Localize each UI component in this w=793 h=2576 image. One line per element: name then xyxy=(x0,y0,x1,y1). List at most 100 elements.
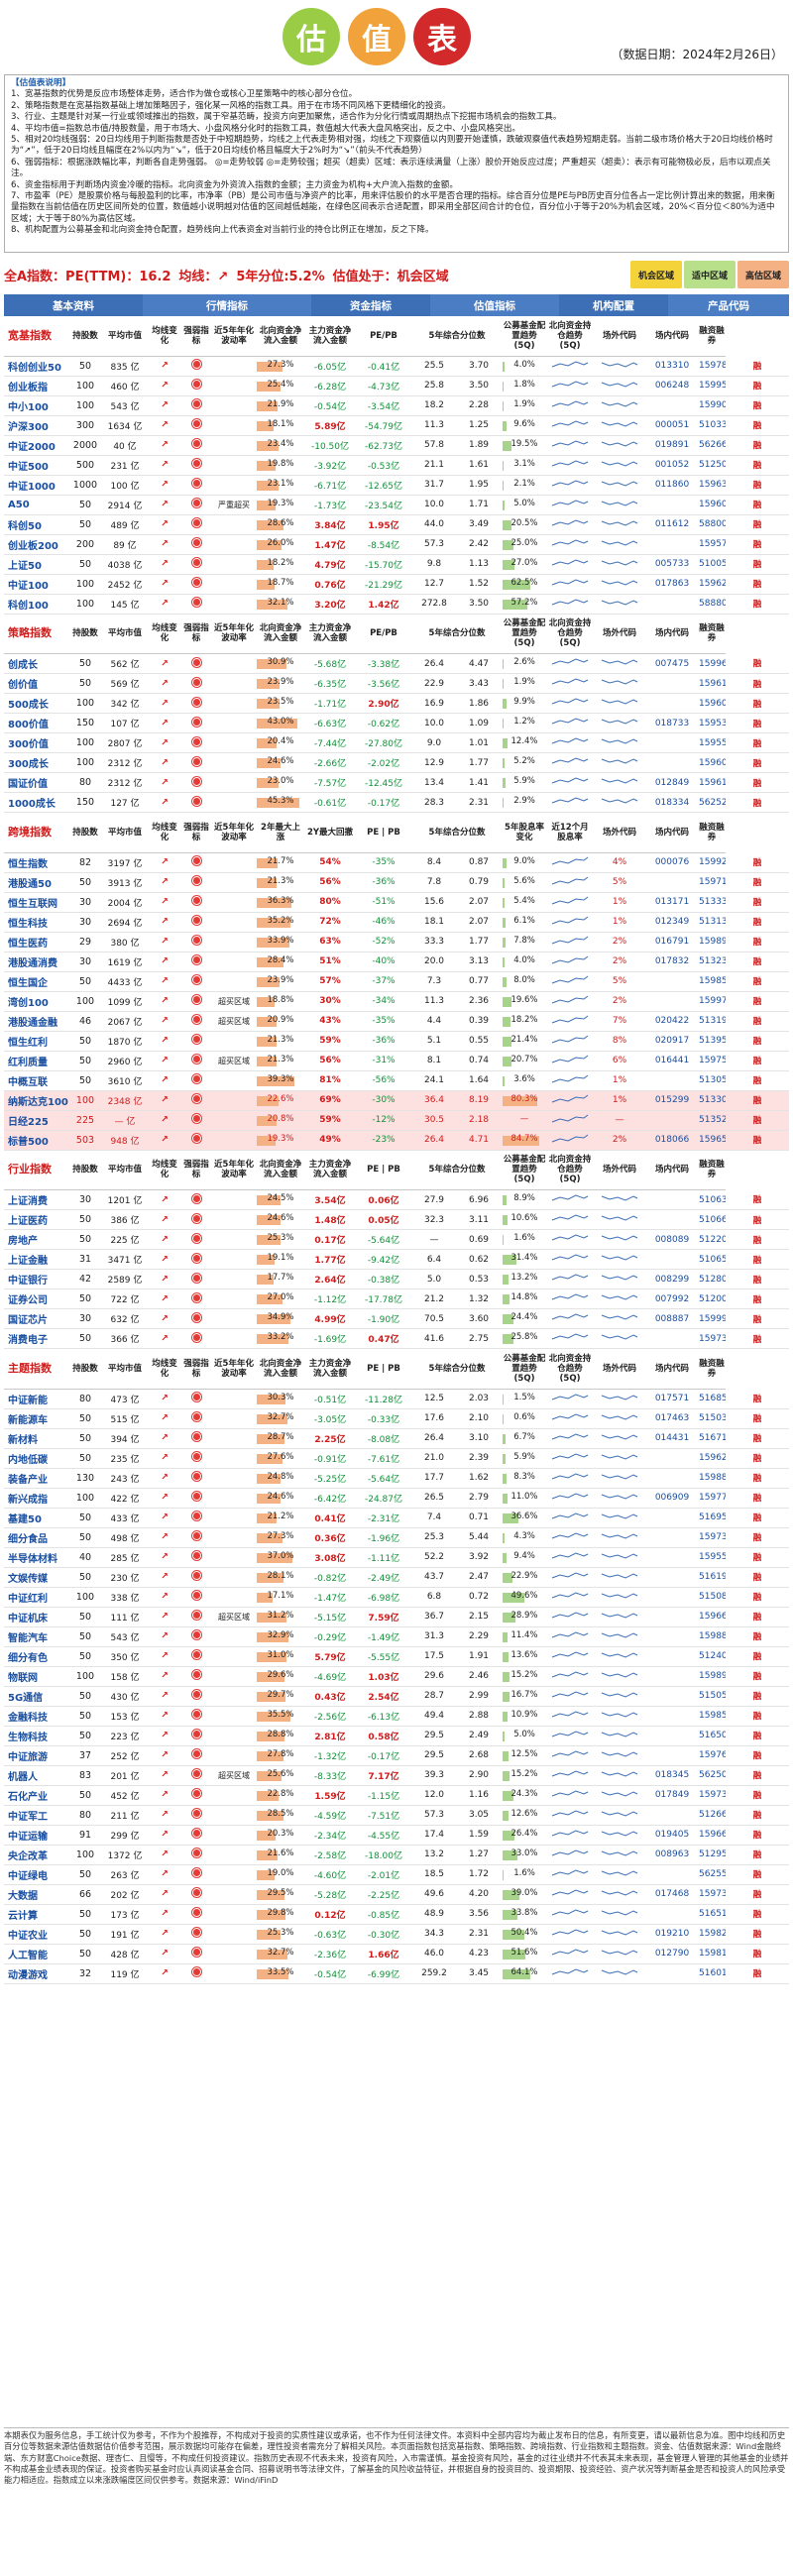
exchange-code[interactable]: 159851 xyxy=(698,1706,727,1727)
index-row[interactable]: 中证军工 80 211 亿 ↗ 28.5% -4.59亿 -7.51亿 57.3 3.05 12.… xyxy=(4,1805,789,1826)
exchange-code[interactable]: 515050 xyxy=(698,1686,727,1707)
exchange-code[interactable]: 159889 xyxy=(698,1626,727,1647)
otc-code[interactable] xyxy=(646,1328,699,1349)
otc-code[interactable] xyxy=(646,1646,699,1667)
otc-code[interactable] xyxy=(646,1607,699,1627)
index-row[interactable]: 新能源车 50 515 亿 ↗ 32.7% -3.05亿 -0.33亿 17.6 2.10 0.6… xyxy=(4,1408,789,1429)
otc-code[interactable] xyxy=(646,693,699,714)
index-row[interactable]: 科创100 100 145 亿 ↗ 32.1% 3.20亿 1.42亿 272.8 3.50 57… xyxy=(4,594,789,615)
otc-code[interactable]: 017463 xyxy=(646,1408,699,1429)
index-name[interactable]: 恒生科技 xyxy=(4,912,69,933)
index-name[interactable]: 中证1000 xyxy=(4,475,69,496)
otc-code[interactable]: 019891 xyxy=(646,435,699,456)
otc-code[interactable] xyxy=(646,1587,699,1608)
otc-code[interactable]: 013171 xyxy=(646,892,699,913)
exchange-code[interactable]: 159606 xyxy=(698,693,727,714)
index-name[interactable]: 消费电子 xyxy=(4,1328,69,1349)
index-row[interactable]: 装备产业 130 243 亿 ↗ 24.8% -5.25亿 -5.64亿 17.7 1.62 8.… xyxy=(4,1468,789,1489)
otc-code[interactable] xyxy=(646,1963,699,1984)
exchange-code[interactable]: 159558 xyxy=(698,1547,727,1568)
otc-code[interactable] xyxy=(646,991,699,1012)
otc-code[interactable] xyxy=(646,1249,699,1270)
index-row[interactable]: 中证运输 91 299 亿 ↗ 20.3% -2.34亿 -4.55亿 17.4 1.59 26.… xyxy=(4,1825,789,1846)
index-name[interactable]: 日经225 xyxy=(4,1110,69,1131)
exchange-code[interactable]: 159825 xyxy=(698,1924,727,1945)
index-row[interactable]: 中证旅游 37 252 亿 ↗ 27.8% -1.32亿 -0.17亿 29.5 2.68 12.… xyxy=(4,1745,789,1766)
exchange-code[interactable]: 159892 xyxy=(698,932,727,952)
exchange-code[interactable]: 159783 xyxy=(698,356,727,377)
index-row[interactable]: 港股通50 50 3913 亿 ↗ 21.3% 56% -36% 7.8 0.79 5.6% 5% 1… xyxy=(4,872,789,893)
exchange-code[interactable]: 562520 xyxy=(698,792,727,813)
index-row[interactable]: 房地产 50 225 亿 ↗ 25.3% 0.17亿 -5.64亿 —0.69 1.6% 0080… xyxy=(4,1229,789,1250)
index-name[interactable]: 房地产 xyxy=(4,1229,69,1250)
exchange-code[interactable]: 159758 xyxy=(698,1051,727,1071)
index-name[interactable]: 800价值 xyxy=(4,713,69,733)
index-row[interactable]: 中证1000 1000 100 亿 ↗ 23.1% -6.71亿 -12.65亿 31.7 1.… xyxy=(4,475,789,496)
exchange-code[interactable]: 510630 xyxy=(698,1189,727,1210)
index-name[interactable]: 1000成长 xyxy=(4,792,69,813)
exchange-code[interactable]: 562550 xyxy=(698,1864,727,1885)
index-row[interactable]: 创成长 50 562 亿 ↗ 30.9% -5.68亿 -3.38亿 26.4 4.47 2.6%… xyxy=(4,653,789,674)
otc-code[interactable] xyxy=(646,1070,699,1091)
index-name[interactable]: 中证军工 xyxy=(4,1805,69,1826)
index-row[interactable]: 中小100 100 543 亿 ↗ 21.9% -0.54亿 -3.54亿 18.2 2.28 1… xyxy=(4,395,789,416)
otc-code[interactable] xyxy=(646,1110,699,1131)
exchange-code[interactable]: 512000 xyxy=(698,1288,727,1309)
otc-code[interactable]: 007475 xyxy=(646,653,699,674)
index-name[interactable]: 新材料 xyxy=(4,1428,69,1449)
index-name[interactable]: 云计算 xyxy=(4,1904,69,1925)
otc-code[interactable] xyxy=(646,1508,699,1528)
index-row[interactable]: 中概互联 50 3610 亿 ↗ 39.3% 81% -56% 24.1 1.64 3.6% 1% 5… xyxy=(4,1070,789,1091)
index-name[interactable]: A50 xyxy=(4,495,69,515)
index-row[interactable]: 上证金融 31 3471 亿 ↗ 19.1% 1.77亿 -9.42亿 6.4 0.62 31.4… xyxy=(4,1249,789,1270)
index-row[interactable]: 中证机床 50 111 亿 ↗ 超买区域 31.2% -5.15亿 7.59亿 36.7 2.15… xyxy=(4,1607,789,1627)
index-row[interactable]: 半导体材料 40 285 亿 ↗ 37.0% 3.08亿 -1.11亿 52.2 3.92 9.4… xyxy=(4,1547,789,1568)
exchange-code[interactable]: 588800 xyxy=(698,594,727,615)
exchange-code[interactable]: 516190 xyxy=(698,1567,727,1588)
index-row[interactable]: 石化产业 50 452 亿 ↗ 22.8% 1.59亿 -1.15亿 12.0 1.16 24.3… xyxy=(4,1785,789,1806)
otc-code[interactable]: 017849 xyxy=(646,1785,699,1806)
exchange-code[interactable]: 159610 xyxy=(698,673,727,694)
index-row[interactable]: 5G通信 50 430 亿 ↗ 29.7% 0.43亿 2.54亿 28.7 2.99 16.7%… xyxy=(4,1686,789,1707)
otc-code[interactable] xyxy=(646,1468,699,1489)
index-row[interactable]: 基建50 50 433 亿 ↗ 21.2% 0.41亿 -2.31亿 7.4 0.71 36.6%… xyxy=(4,1508,789,1528)
otc-code[interactable]: 008887 xyxy=(646,1308,699,1329)
exchange-code[interactable]: 159732 xyxy=(698,1328,727,1349)
index-row[interactable]: 智能汽车 50 543 亿 ↗ 32.9% -0.29亿 -1.49亿 31.3 2.29 11.… xyxy=(4,1626,789,1647)
index-row[interactable]: 人工智能 50 428 亿 ↗ 32.7% -2.36亿 1.66亿 46.0 4.23 51.6… xyxy=(4,1944,789,1964)
exchange-code[interactable]: 159712 xyxy=(698,872,727,893)
exchange-code[interactable]: 159995 xyxy=(698,1308,727,1329)
exchange-code[interactable]: 513130 xyxy=(698,912,727,933)
otc-code[interactable]: 018066 xyxy=(646,1130,699,1151)
index-name[interactable]: 物联网 xyxy=(4,1666,69,1687)
index-name[interactable]: 细分食品 xyxy=(4,1527,69,1548)
index-row[interactable]: 动漫游戏 32 119 亿 ↗ 33.5% -0.54亿 -6.99亿 259.2 3.45 64… xyxy=(4,1963,789,1984)
index-row[interactable]: 细分食品 50 498 亿 ↗ 27.3% 0.36亿 -1.96亿 25.3 5.44 4.3%… xyxy=(4,1527,789,1548)
index-row[interactable]: 中证绿电 50 263 亿 ↗ 19.0% -4.60亿 -2.01亿 18.5 1.72 1.6… xyxy=(4,1864,789,1885)
exchange-code[interactable]: 513050 xyxy=(698,1070,727,1091)
index-name[interactable]: 新能源车 xyxy=(4,1408,69,1429)
otc-code[interactable] xyxy=(646,1745,699,1766)
index-row[interactable]: 新兴成指 100 422 亿 ↗ 24.6% -6.42亿 -24.87亿 26.5 2.79 1… xyxy=(4,1488,789,1509)
otc-code[interactable] xyxy=(646,1666,699,1687)
exchange-code[interactable]: 159601 xyxy=(698,495,727,515)
otc-code[interactable] xyxy=(646,673,699,694)
index-row[interactable]: 港股通金融 46 2067 亿 ↗ 超买区域 20.9% 43% -35% 4.4 0.39 18.… xyxy=(4,1011,789,1032)
exchange-code[interactable]: 159625 xyxy=(698,1448,727,1469)
exchange-code[interactable]: 159667 xyxy=(698,1607,727,1627)
otc-code[interactable]: 018733 xyxy=(646,713,699,733)
otc-code[interactable]: 020422 xyxy=(646,1011,699,1032)
index-row[interactable]: 新材料 50 394 亿 ↗ 28.7% 2.25亿 -8.08亿 26.4 3.10 6.7% 0… xyxy=(4,1428,789,1449)
exchange-code[interactable]: 159655 xyxy=(698,1130,727,1151)
exchange-code[interactable]: 159627 xyxy=(698,574,727,595)
index-row[interactable]: 内地低碳 50 235 亿 ↗ 27.6% -0.91亿 -7.61亿 21.0 2.39 5.9… xyxy=(4,1448,789,1469)
index-name[interactable]: 创成长 xyxy=(4,653,69,674)
index-row[interactable]: 湾创100 100 1099 亿 ↗ 超买区域 18.8% 30% -34% 11.3 2.36 1… xyxy=(4,991,789,1012)
exchange-code[interactable]: 159850 xyxy=(698,971,727,992)
otc-code[interactable] xyxy=(646,1904,699,1925)
exchange-code[interactable]: 513190 xyxy=(698,1011,727,1032)
index-name[interactable]: 中概互联 xyxy=(4,1070,69,1091)
otc-code[interactable]: 012349 xyxy=(646,912,699,933)
otc-code[interactable] xyxy=(646,534,699,555)
otc-code[interactable]: 014431 xyxy=(646,1428,699,1449)
